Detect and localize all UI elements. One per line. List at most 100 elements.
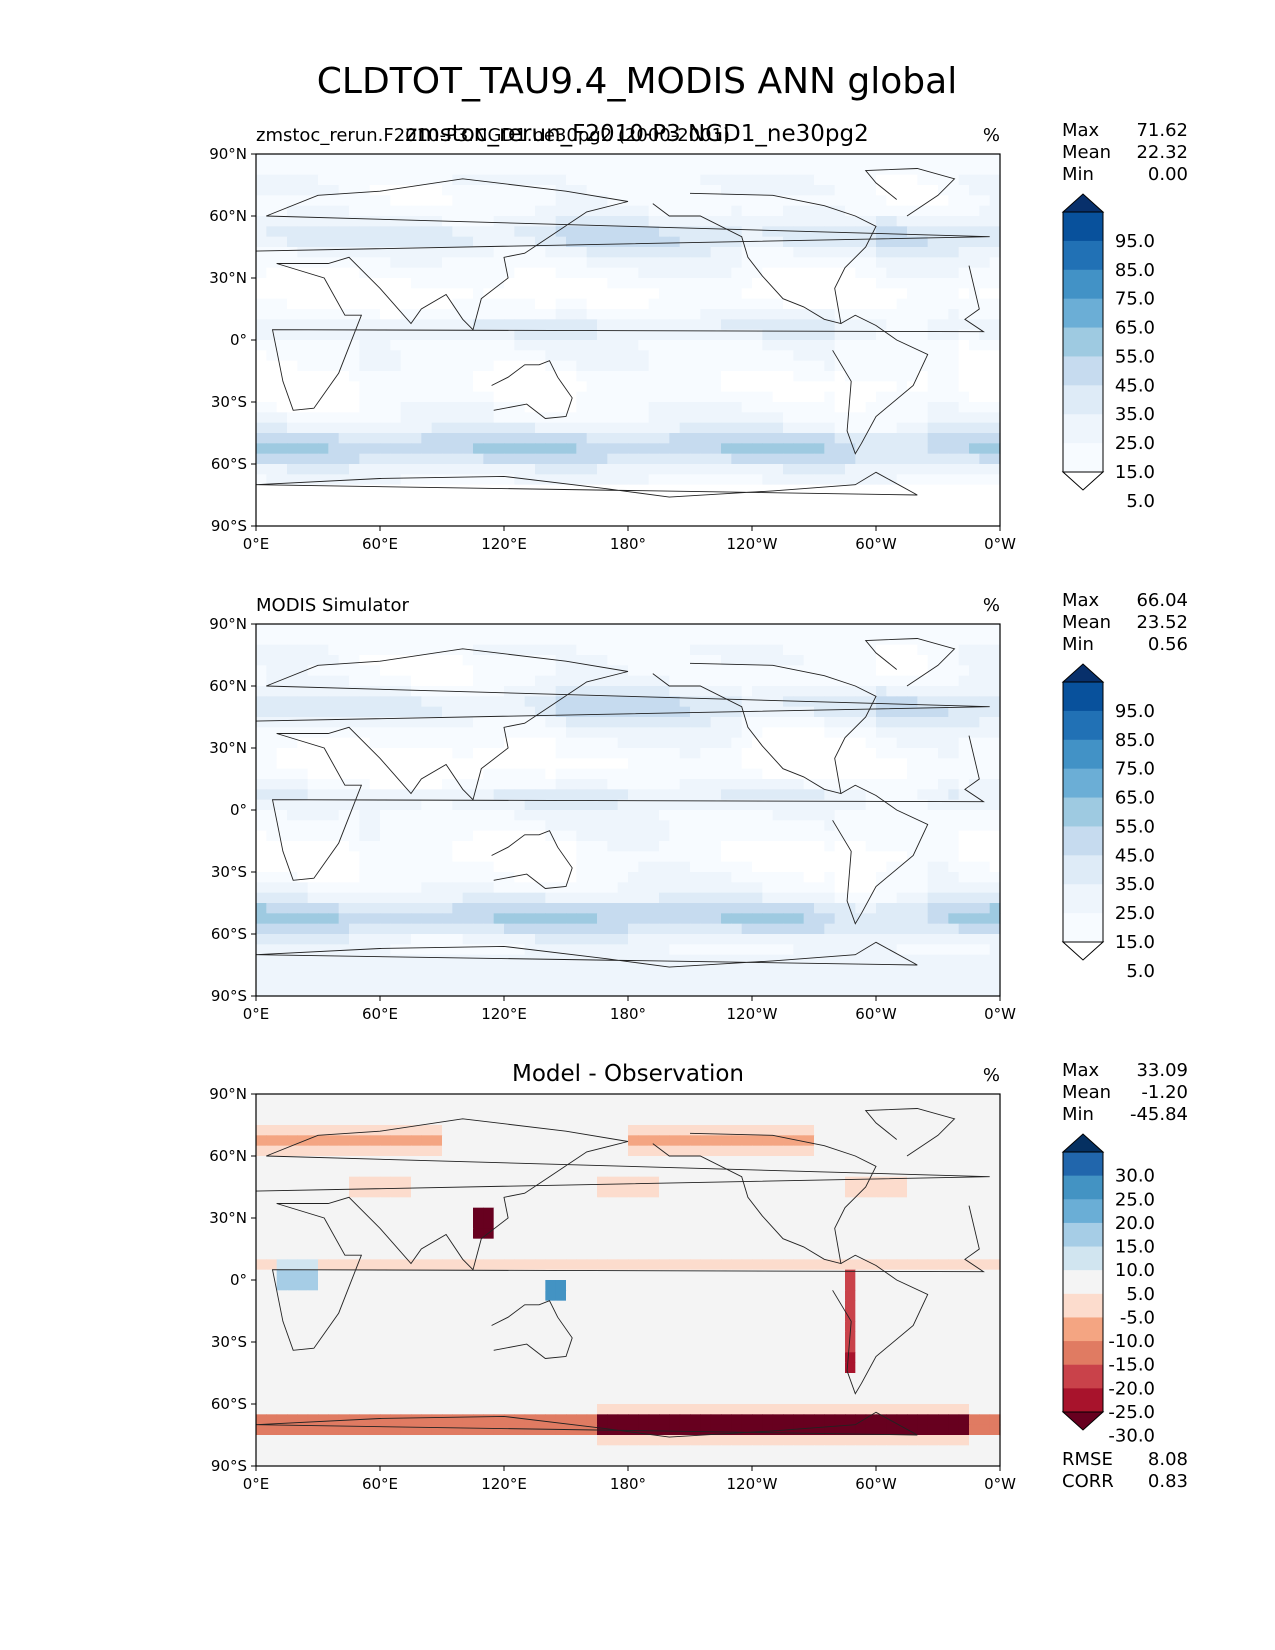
map-cell — [369, 841, 381, 852]
map-cell — [607, 350, 619, 362]
map-cell — [535, 717, 546, 728]
map-cell — [452, 443, 464, 455]
map-cell — [793, 433, 805, 444]
map-cell — [762, 923, 774, 935]
map-cell — [266, 665, 278, 677]
map-cell — [845, 226, 856, 238]
map-cell — [307, 841, 319, 852]
map-cell — [628, 226, 639, 238]
map-cell — [359, 820, 371, 832]
map-cell — [907, 717, 918, 728]
map-cell — [700, 185, 712, 196]
map-cell — [483, 464, 495, 475]
map-cell — [256, 381, 267, 393]
map-cell — [555, 174, 567, 186]
map-cell — [659, 768, 670, 780]
map-cell — [607, 391, 619, 403]
map-cell — [938, 329, 949, 341]
map-cell — [989, 298, 1001, 310]
map-cell — [648, 267, 660, 279]
map-cell — [783, 841, 794, 852]
map-cell — [535, 655, 546, 666]
coastline — [832, 314, 929, 455]
map-cell — [638, 185, 650, 196]
map-cell — [762, 391, 774, 403]
map-cell — [659, 309, 670, 320]
map-cell — [855, 820, 867, 832]
map-cell — [731, 381, 743, 393]
map-cell — [545, 309, 557, 320]
map-cell — [349, 484, 360, 496]
map-cell — [710, 665, 722, 677]
map-cell — [338, 484, 350, 496]
map-cell — [504, 717, 515, 728]
map-cell — [845, 872, 856, 883]
map-cell — [989, 882, 1001, 894]
map-cell — [555, 226, 567, 238]
map-cell — [772, 236, 784, 248]
map-cell — [307, 872, 319, 883]
map-cell — [731, 340, 743, 351]
map-cell — [318, 934, 329, 945]
map-cell — [669, 371, 681, 382]
map-cell — [907, 391, 918, 403]
map-cell — [876, 319, 887, 331]
map-cell — [307, 309, 319, 320]
map-cell — [452, 185, 464, 196]
map-cell — [638, 309, 650, 320]
map-cell — [824, 236, 836, 248]
map-cell — [514, 706, 526, 718]
map-cell — [411, 185, 422, 196]
map-cell — [390, 195, 402, 207]
map-cell — [989, 319, 1001, 331]
map-cell — [669, 872, 681, 883]
map-cell — [442, 453, 453, 465]
map-cell — [679, 216, 691, 227]
map-cell — [638, 799, 650, 811]
map-cell — [607, 340, 619, 351]
map-cell — [690, 696, 701, 708]
map-cell — [514, 830, 526, 842]
map-cell — [886, 830, 898, 842]
map-cell — [452, 810, 464, 821]
map-cell — [266, 257, 278, 269]
map-cell — [576, 717, 588, 728]
map-cell — [679, 391, 691, 403]
map-cell — [276, 717, 288, 728]
map-cell — [328, 768, 340, 780]
map-cell — [700, 350, 712, 362]
map-cell — [814, 381, 825, 393]
map-cell — [400, 495, 412, 506]
map-cell — [927, 686, 939, 697]
map-cell — [380, 288, 391, 300]
map-cell — [917, 665, 929, 677]
map-cell — [462, 768, 474, 780]
map-cell — [669, 768, 681, 780]
map-cell — [938, 216, 949, 227]
map-cell — [462, 154, 474, 165]
map-cell — [431, 381, 443, 393]
map-cell — [545, 360, 557, 372]
map-cell — [979, 768, 991, 780]
map-cell — [555, 350, 567, 362]
map-cell — [555, 154, 567, 165]
map-cell — [411, 799, 422, 811]
map-cell — [421, 350, 433, 362]
map-cell — [876, 174, 887, 186]
map-cell — [628, 923, 639, 935]
map-cell — [979, 851, 991, 863]
map-cell — [907, 154, 918, 165]
map-cell — [442, 402, 453, 413]
map-cell — [473, 820, 484, 832]
map-cell — [700, 634, 712, 646]
map-cell — [741, 515, 753, 527]
map-cell — [349, 340, 360, 351]
map-cell — [793, 934, 805, 945]
map-cell — [989, 267, 1001, 279]
map-cell — [369, 340, 381, 351]
map-cell — [617, 892, 629, 904]
map-cell — [648, 851, 660, 863]
map-cell — [876, 309, 887, 320]
map-cell — [256, 717, 267, 728]
map-cell — [576, 288, 588, 300]
